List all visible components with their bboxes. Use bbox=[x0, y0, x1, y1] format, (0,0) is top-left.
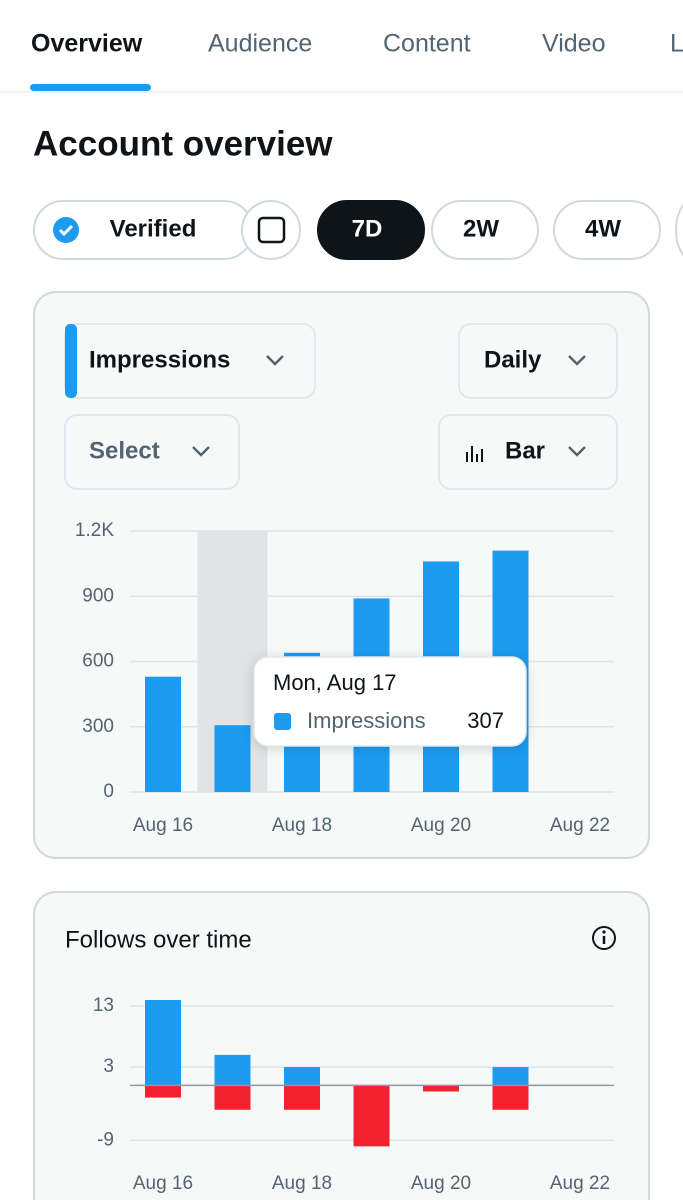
tooltip-title: Mon, Aug 17 bbox=[273, 670, 397, 695]
bar bbox=[145, 1000, 181, 1086]
y-tick-label: 1.2K bbox=[75, 520, 114, 541]
y-tick-label: 0 bbox=[103, 781, 114, 802]
interval-label[interactable]: Daily bbox=[484, 346, 542, 373]
chevron bbox=[192, 446, 210, 457]
y-tick-label: -9 bbox=[97, 1129, 114, 1150]
bar bbox=[353, 1085, 390, 1147]
bar bbox=[145, 1085, 181, 1098]
info-icon-dot bbox=[602, 930, 606, 934]
x-tick-label: Aug 16 bbox=[133, 815, 193, 836]
range-label[interactable]: 4W bbox=[585, 215, 621, 242]
y-tick-label: 300 bbox=[82, 716, 114, 737]
chevron bbox=[568, 446, 586, 457]
tab[interactable]: L bbox=[670, 30, 683, 58]
x-tick-label: Aug 20 bbox=[411, 815, 471, 836]
tooltip-swatch bbox=[274, 713, 291, 730]
tab[interactable]: Content bbox=[383, 30, 471, 58]
chart-type-label[interactable]: Bar bbox=[505, 437, 545, 464]
compare-label[interactable]: Select bbox=[89, 437, 160, 464]
range-chip[interactable] bbox=[317, 200, 425, 260]
follows-card bbox=[33, 891, 650, 1200]
bar bbox=[214, 1054, 251, 1086]
y-tick-label: 600 bbox=[82, 651, 114, 672]
compare-dropdown[interactable] bbox=[64, 414, 240, 490]
bar bbox=[284, 1067, 320, 1086]
chevron bbox=[568, 355, 586, 366]
x-tick-label: Aug 20 bbox=[411, 1173, 471, 1194]
x-tick-label: Aug 18 bbox=[272, 815, 332, 836]
range-label[interactable]: 2W bbox=[463, 215, 499, 242]
follows-title: Follows over time bbox=[65, 926, 252, 953]
y-tick-label: 3 bbox=[103, 1056, 114, 1077]
range-chip[interactable] bbox=[431, 200, 539, 260]
tab[interactable]: Audience bbox=[208, 30, 312, 58]
range-chip[interactable] bbox=[553, 200, 661, 260]
bar bbox=[214, 725, 251, 792]
range-label[interactable]: 7D bbox=[352, 215, 383, 242]
calendar-chip[interactable] bbox=[241, 200, 301, 260]
bar bbox=[214, 1085, 251, 1110]
y-tick-label: 13 bbox=[93, 995, 114, 1016]
tab[interactable]: Video bbox=[542, 30, 606, 58]
page-title: Account overview bbox=[33, 124, 333, 163]
bar bbox=[145, 676, 181, 792]
metric-color bbox=[65, 324, 77, 398]
bar bbox=[284, 1085, 320, 1110]
y-tick-label: 900 bbox=[82, 585, 114, 606]
chart-type-dropdown[interactable] bbox=[438, 414, 618, 490]
interval-dropdown[interactable] bbox=[458, 323, 618, 399]
chip-partial[interactable] bbox=[675, 201, 683, 259]
bar bbox=[492, 1085, 529, 1110]
tooltip bbox=[253, 656, 527, 747]
x-tick-label: Aug 22 bbox=[550, 815, 610, 836]
calendar-icon bbox=[257, 216, 286, 244]
tooltip-value: 307 bbox=[467, 708, 504, 733]
chevron bbox=[266, 355, 284, 366]
x-tick-label: Aug 16 bbox=[133, 1173, 193, 1194]
metric-label[interactable]: Impressions bbox=[89, 346, 230, 373]
verified-check bbox=[58, 224, 74, 237]
bar bbox=[492, 1067, 529, 1086]
tooltip-label: Impressions bbox=[307, 708, 426, 733]
verified-label[interactable]: Verified bbox=[110, 215, 197, 242]
x-tick-label: Aug 18 bbox=[272, 1173, 332, 1194]
bar-icon bbox=[466, 446, 483, 462]
tab[interactable]: Overview bbox=[31, 30, 143, 58]
info-icon[interactable] bbox=[592, 926, 616, 950]
bar bbox=[423, 1085, 459, 1092]
tab-indicator bbox=[30, 84, 151, 91]
x-tick-label: Aug 22 bbox=[550, 1173, 610, 1194]
